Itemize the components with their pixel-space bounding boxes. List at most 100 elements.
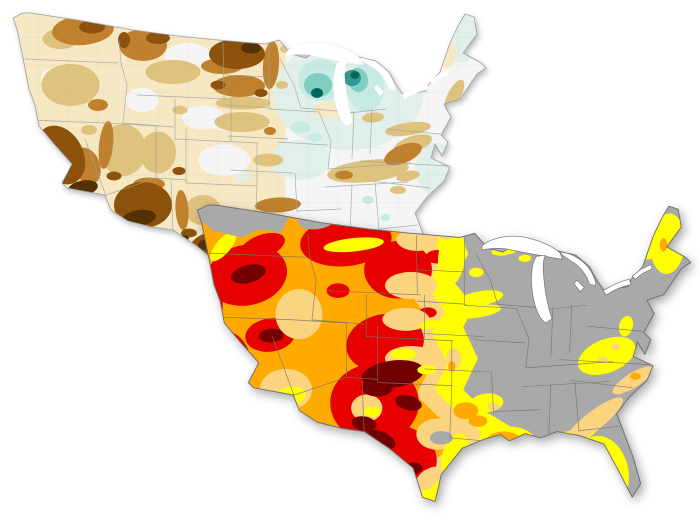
region-shape: [351, 416, 377, 432]
drought-monitor-map: [196, 204, 692, 502]
lake-ontario: [430, 70, 449, 84]
lake-erie: [602, 278, 632, 296]
region-shape: [125, 88, 159, 112]
region-shape: [385, 121, 431, 137]
region-shape: [385, 271, 438, 300]
region-shape: [532, 440, 572, 452]
lake-huron: [361, 58, 395, 90]
lake-michigan: [333, 61, 353, 126]
region-shape: [362, 112, 384, 123]
region-shape: [456, 290, 504, 307]
region-shape: [253, 153, 283, 167]
region-shape: [145, 60, 201, 84]
region-shape: [380, 214, 391, 221]
region-shape: [213, 75, 265, 97]
region-shape: [361, 377, 393, 397]
region-shape: [81, 125, 97, 135]
climate-anomaly-map: [12, 12, 487, 298]
region-shape: [598, 356, 608, 363]
region-shape: [175, 190, 189, 230]
region-shape: [106, 171, 122, 181]
region-shape: [451, 304, 502, 319]
lake-ontario: [631, 264, 653, 280]
region-shape: [323, 237, 384, 253]
climate-state-borders: [24, 39, 450, 275]
saginaw-bay: [374, 85, 384, 96]
region-shape: [485, 431, 523, 455]
climate-us-outline: [12, 12, 487, 298]
region-shape: [172, 167, 186, 175]
climate-dark-teal-regions: [311, 71, 360, 98]
region-shape: [468, 415, 488, 427]
region-shape: [118, 32, 130, 48]
region-shape: [258, 328, 284, 343]
region-shape: [215, 96, 271, 110]
region-shape: [308, 133, 323, 142]
region-shape: [419, 320, 440, 330]
region-shape: [172, 105, 188, 115]
region-shape: [146, 32, 170, 44]
region-shape: [395, 394, 422, 411]
lake-michigan: [531, 254, 553, 324]
drought-lakes-stroke-group: [481, 235, 653, 324]
region-shape: [618, 315, 634, 337]
region-shape: [396, 170, 420, 182]
region-shape: [210, 80, 226, 90]
region-shape: [637, 238, 659, 260]
region-shape: [398, 212, 430, 229]
lake-superior: [481, 235, 563, 260]
region-shape: [235, 172, 251, 180]
lake-erie: [402, 84, 429, 99]
region-shape: [612, 366, 654, 395]
region-shape: [481, 454, 529, 469]
region-shape: [214, 112, 270, 132]
region-shape: [350, 71, 360, 79]
region-shape: [659, 237, 668, 252]
drought-coastal-d3-patches: [481, 454, 529, 469]
region-shape: [650, 213, 686, 274]
region-shape: [611, 343, 620, 351]
region-shape: [311, 88, 323, 98]
region-shape: [221, 365, 251, 389]
region-shape: [518, 254, 532, 262]
region-shape: [417, 365, 437, 375]
region-shape: [326, 283, 350, 298]
drought-d4-regions: [231, 264, 424, 476]
region-shape: [362, 196, 374, 204]
region-shape: [630, 372, 641, 380]
region-shape: [270, 140, 331, 180]
saginaw-bay: [573, 279, 585, 293]
region-shape: [255, 197, 301, 213]
region-shape: [264, 127, 276, 135]
region-shape: [231, 264, 266, 284]
region-shape: [254, 89, 268, 97]
region-shape: [140, 131, 176, 174]
region-shape: [384, 142, 422, 166]
region-shape: [363, 406, 381, 417]
drought-state-borders: [209, 232, 653, 478]
region-shape: [343, 182, 418, 238]
region-shape: [304, 73, 332, 97]
region-shape: [564, 397, 624, 445]
region-shape: [468, 267, 484, 278]
region-shape: [335, 170, 353, 180]
lake-huron: [559, 251, 597, 286]
region-shape: [198, 144, 250, 176]
drought-great-lakes: [481, 235, 653, 324]
region-shape: [577, 336, 636, 376]
region-shape: [429, 431, 453, 445]
region-shape: [275, 289, 323, 340]
region-shape: [412, 72, 428, 82]
region-shape: [396, 228, 439, 252]
region-shape: [382, 307, 430, 331]
region-shape: [276, 81, 288, 89]
region-shape: [390, 186, 406, 194]
region-shape: [453, 402, 479, 420]
climate-great-lakes: [286, 42, 449, 126]
region-shape: [240, 232, 285, 260]
region-shape: [290, 121, 311, 134]
region-shape: [88, 99, 108, 111]
lake-superior: [286, 42, 363, 65]
region-shape: [241, 42, 261, 54]
